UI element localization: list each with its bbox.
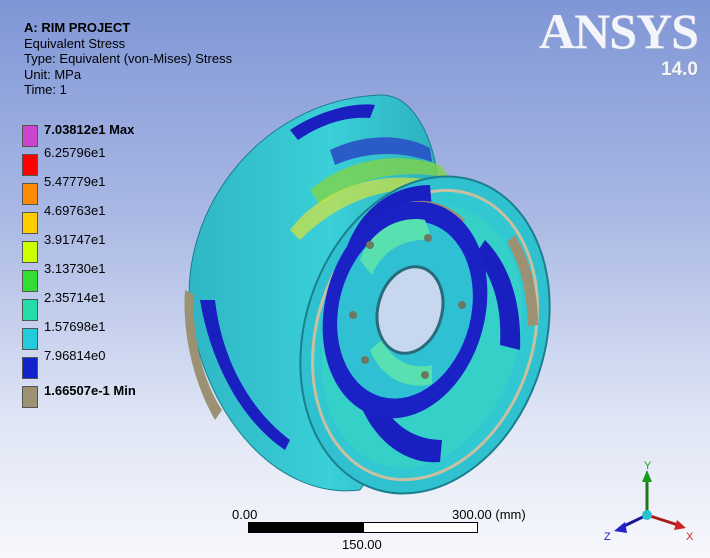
legend-item: 3.91747e1 <box>22 232 222 267</box>
legend-swatch <box>22 386 38 408</box>
result-type: Type: Equivalent (von-Mises) Stress <box>24 51 233 66</box>
legend-swatch <box>22 212 38 234</box>
legend-item: 7.03812e1 Max <box>22 122 222 151</box>
legend-item: 4.69763e1 <box>22 203 222 238</box>
rim-model-render[interactable] <box>170 90 570 500</box>
legend-swatch <box>22 125 38 147</box>
ansys-logo: ANSYS 14.0 <box>539 3 699 80</box>
legend-value-label: 6.25796e1 <box>44 145 106 160</box>
legend-value-label: 1.66507e-1 Min <box>44 383 136 398</box>
legend-swatch <box>22 154 38 176</box>
scale-end-label: 300.00 (mm) <box>452 507 526 522</box>
rim-hub-disc <box>322 201 488 419</box>
legend-swatch <box>22 183 38 205</box>
logo-brand: ANSYS <box>539 3 699 59</box>
legend-swatch <box>22 270 38 292</box>
result-unit: Unit: MPa <box>24 66 82 82</box>
legend-swatch <box>22 328 38 350</box>
result-time: Time: 1 <box>24 82 67 97</box>
triad-x-label: X <box>686 531 694 543</box>
legend-value-label: 3.13730e1 <box>44 261 106 276</box>
legend-value-label: 2.35714e1 <box>44 290 106 305</box>
scale-start-label: 0.00 <box>232 507 258 522</box>
legend-item: 2.35714e1 <box>22 290 222 325</box>
legend-swatch <box>22 241 38 263</box>
legend-item: 7.96814e0 <box>22 348 222 383</box>
legend-item: 1.57698e1 <box>22 319 222 354</box>
legend-item: 3.13730e1 <box>22 261 222 296</box>
result-header: A: RIM PROJECT Equivalent Stress Type: E… <box>24 20 232 98</box>
legend-item: 6.25796e1 <box>22 145 222 180</box>
legend-value-label: 7.96814e0 <box>44 348 106 363</box>
legend-value-label: 7.03812e1 Max <box>44 122 135 137</box>
project-title: A: RIM PROJECT <box>24 20 131 35</box>
scale-mid-label: 150.00 <box>342 537 382 552</box>
legend-value-label: 3.91747e1 <box>44 232 106 247</box>
legend-value-label: 4.69763e1 <box>44 203 106 218</box>
scale-bar-track <box>248 522 478 533</box>
legend-item: 5.47779e1 <box>22 174 222 209</box>
legend-swatch <box>22 357 38 379</box>
result-name: Equivalent Stress <box>24 35 126 51</box>
legend-item: 1.66507e-1 Min <box>22 383 222 412</box>
legend-value-label: 1.57698e1 <box>44 319 106 334</box>
logo-version: 14.0 <box>661 59 698 80</box>
axis-triad[interactable]: Y X Z <box>602 460 702 550</box>
legend-value-label: 5.47779e1 <box>44 174 106 189</box>
scale-bar-fill <box>249 523 364 532</box>
triad-z-label: Z <box>604 531 611 543</box>
legend-swatch <box>22 299 38 321</box>
triad-y-label: Y <box>644 460 652 472</box>
